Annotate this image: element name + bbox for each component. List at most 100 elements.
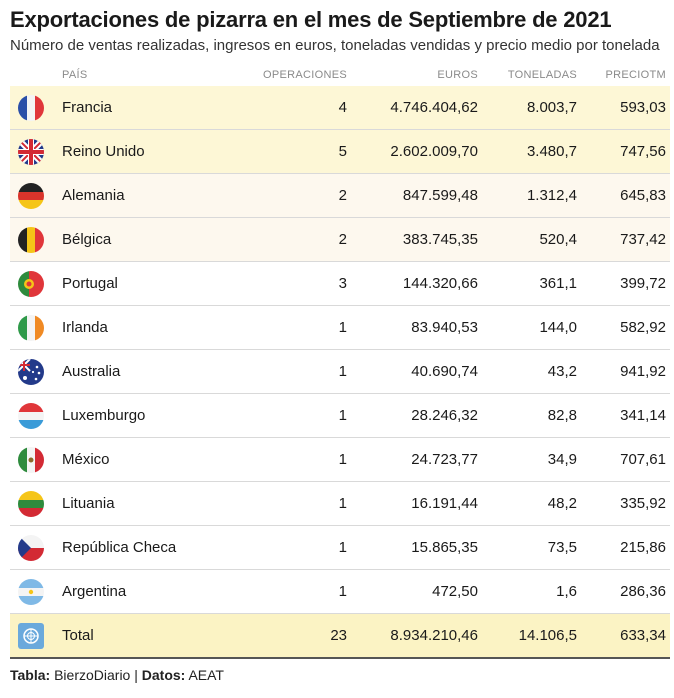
cell-precio: 737,42 bbox=[577, 217, 670, 262]
cell-operaciones: 1 bbox=[222, 481, 347, 526]
cell-operaciones: 3 bbox=[222, 261, 347, 306]
cell-pais: Lituania bbox=[52, 481, 222, 526]
czech-flag-icon bbox=[18, 534, 44, 561]
table-row: Irlanda 1 83.940,53 144,0 582,92 bbox=[10, 305, 670, 350]
header-toneladas: TONELADAS bbox=[507, 69, 577, 81]
cell-precio: 215,86 bbox=[577, 525, 670, 570]
cell-pais: Bélgica bbox=[52, 217, 222, 262]
table-row: Lituania 1 16.191,44 48,2 335,92 bbox=[10, 481, 670, 526]
belgium-flag-icon bbox=[18, 226, 44, 253]
table-row: Reino Unido 5 2.602.009,70 3.480,7 747,5… bbox=[10, 129, 670, 174]
cell-total-label: Total bbox=[52, 613, 222, 659]
cell-euros: 16.191,44 bbox=[347, 481, 478, 526]
cell-total-operaciones: 23 bbox=[222, 613, 347, 659]
table-row: Bélgica 2 383.745,35 520,4 737,42 bbox=[10, 217, 670, 262]
cell-pais: México bbox=[52, 437, 222, 482]
cell-pais: Portugal bbox=[52, 261, 222, 306]
cell-toneladas: 43,2 bbox=[478, 349, 577, 394]
cell-precio: 941,92 bbox=[577, 349, 670, 394]
cell-operaciones: 4 bbox=[222, 86, 347, 130]
cell-euros: 40.690,74 bbox=[347, 349, 478, 394]
cell-operaciones: 1 bbox=[222, 349, 347, 394]
un-flag-icon bbox=[18, 622, 44, 649]
cell-precio: 707,61 bbox=[577, 437, 670, 482]
cell-precio: 286,36 bbox=[577, 569, 670, 614]
cell-operaciones: 1 bbox=[222, 305, 347, 350]
cell-pais: Luxemburgo bbox=[52, 393, 222, 438]
cell-toneladas: 361,1 bbox=[478, 261, 577, 306]
cell-euros: 383.745,35 bbox=[347, 217, 478, 262]
footer-datos-label: Datos: bbox=[141, 667, 186, 683]
cell-operaciones: 1 bbox=[222, 569, 347, 614]
table-row: Alemania 2 847.599,48 1.312,4 645,83 bbox=[10, 173, 670, 218]
cell-euros: 2.602.009,70 bbox=[347, 129, 478, 174]
cell-toneladas: 1.312,4 bbox=[478, 173, 577, 218]
table-body: Francia 4 4.746.404,62 8.003,7 593,03 Re… bbox=[10, 86, 670, 659]
cell-toneladas: 8.003,7 bbox=[478, 86, 577, 130]
argentina-flag-icon bbox=[18, 578, 44, 605]
cell-toneladas: 82,8 bbox=[478, 393, 577, 438]
table-row: Luxemburgo 1 28.246,32 82,8 341,14 bbox=[10, 393, 670, 438]
cell-precio: 335,92 bbox=[577, 481, 670, 526]
cell-toneladas: 48,2 bbox=[478, 481, 577, 526]
cell-toneladas: 73,5 bbox=[478, 525, 577, 570]
cell-total-precio: 633,34 bbox=[577, 613, 670, 659]
cell-precio: 593,03 bbox=[577, 86, 670, 130]
table-row: Francia 4 4.746.404,62 8.003,7 593,03 bbox=[10, 86, 670, 130]
cell-pais: Alemania bbox=[52, 173, 222, 218]
chart-subtitle: Número de ventas realizadas, ingresos en… bbox=[10, 37, 660, 54]
cell-euros: 24.723,77 bbox=[347, 437, 478, 482]
cell-euros: 83.940,53 bbox=[347, 305, 478, 350]
luxembourg-flag-icon bbox=[18, 402, 44, 429]
australia-flag-icon bbox=[18, 358, 44, 385]
exports-table: PAÍS OPERACIONES EUROS TONELADAS PRECIOT… bbox=[10, 64, 670, 659]
table-header-row: PAÍS OPERACIONES EUROS TONELADAS PRECIOT… bbox=[10, 64, 670, 86]
cell-total-euros: 8.934.210,46 bbox=[347, 613, 478, 659]
header-operaciones: OPERACIONES bbox=[263, 69, 347, 81]
cell-euros: 4.746.404,62 bbox=[347, 86, 478, 130]
table-row: República Checa 1 15.865,35 73,5 215,86 bbox=[10, 525, 670, 570]
header-pais: PAÍS bbox=[62, 69, 88, 81]
cell-operaciones: 1 bbox=[222, 525, 347, 570]
table-row: México 1 24.723,77 34,9 707,61 bbox=[10, 437, 670, 482]
footer-datos-value: AEAT bbox=[188, 667, 224, 683]
ireland-flag-icon bbox=[18, 314, 44, 341]
cell-pais: Australia bbox=[52, 349, 222, 394]
footer-credits: Tabla: BierzoDiario | Datos: AEAT bbox=[10, 667, 664, 683]
cell-toneladas: 144,0 bbox=[478, 305, 577, 350]
cell-precio: 582,92 bbox=[577, 305, 670, 350]
uk-flag-icon bbox=[18, 138, 44, 165]
header-flag bbox=[10, 64, 52, 86]
chart-title: Exportaciones de pizarra en el mes de Se… bbox=[10, 7, 612, 32]
cell-toneladas: 1,6 bbox=[478, 569, 577, 614]
cell-toneladas: 34,9 bbox=[478, 437, 577, 482]
total-row: Total 23 8.934.210,46 14.106,5 633,34 bbox=[10, 613, 670, 659]
header-precio: PRECIOTM bbox=[605, 69, 666, 81]
portugal-flag-icon bbox=[18, 270, 44, 297]
cell-operaciones: 5 bbox=[222, 129, 347, 174]
cell-euros: 28.246,32 bbox=[347, 393, 478, 438]
cell-precio: 399,72 bbox=[577, 261, 670, 306]
cell-operaciones: 2 bbox=[222, 173, 347, 218]
cell-pais: Irlanda bbox=[52, 305, 222, 350]
cell-euros: 847.599,48 bbox=[347, 173, 478, 218]
cell-euros: 144.320,66 bbox=[347, 261, 478, 306]
mexico-flag-icon bbox=[18, 446, 44, 473]
cell-pais: Francia bbox=[52, 86, 222, 130]
cell-toneladas: 520,4 bbox=[478, 217, 577, 262]
cell-euros: 15.865,35 bbox=[347, 525, 478, 570]
footer-tabla-value: BierzoDiario bbox=[54, 667, 131, 683]
cell-toneladas: 3.480,7 bbox=[478, 129, 577, 174]
germany-flag-icon bbox=[18, 182, 44, 209]
cell-operaciones: 1 bbox=[222, 393, 347, 438]
cell-euros: 472,50 bbox=[347, 569, 478, 614]
cell-total-toneladas: 14.106,5 bbox=[478, 613, 577, 659]
table-row: Argentina 1 472,50 1,6 286,36 bbox=[10, 569, 670, 614]
header-euros: EUROS bbox=[437, 69, 478, 81]
table-row: Australia 1 40.690,74 43,2 941,92 bbox=[10, 349, 670, 394]
cell-pais: Argentina bbox=[52, 569, 222, 614]
footer-separator: | bbox=[134, 667, 138, 683]
chart-container: Exportaciones de pizarra en el mes de Se… bbox=[10, 7, 670, 683]
cell-pais: Reino Unido bbox=[52, 129, 222, 174]
cell-pais: República Checa bbox=[52, 525, 222, 570]
